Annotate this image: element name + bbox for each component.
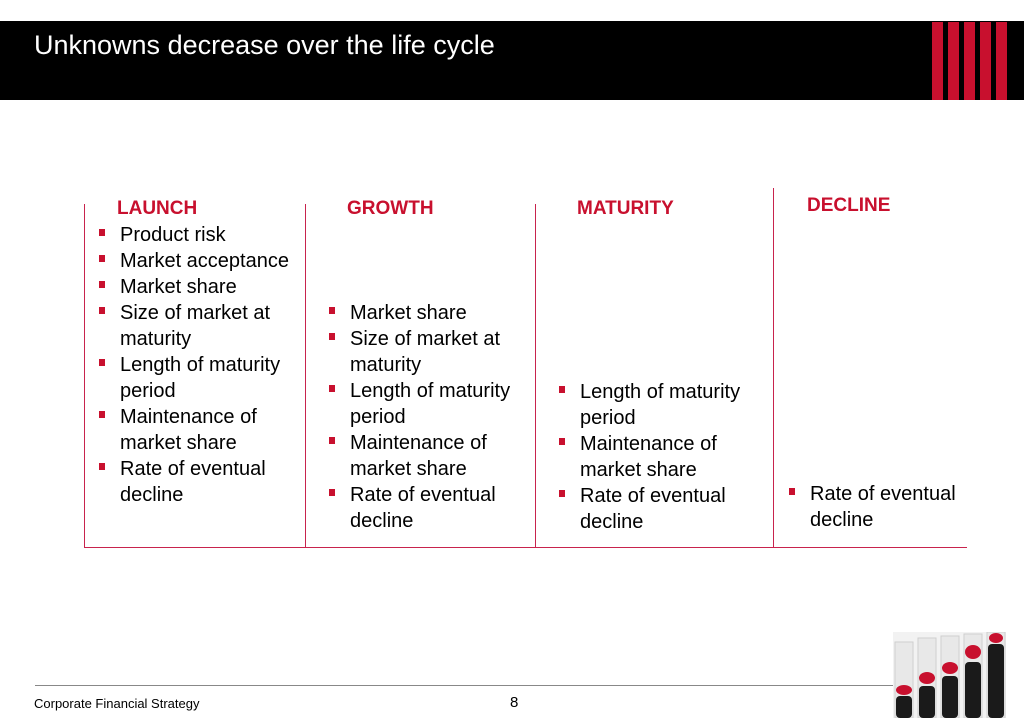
bullet-marker [99,411,105,418]
footer-title: Corporate Financial Strategy [34,696,200,711]
column-divider [84,204,85,548]
bullet-marker [99,281,105,288]
bullet-marker [99,463,105,470]
list-item: Length of maturity period [324,378,524,430]
column-divider [773,188,774,548]
brand-logo-bars [932,22,1012,100]
footer-rule [35,685,893,686]
list-item: Size of market at maturity [94,300,294,352]
list-item: Market acceptance [94,248,294,274]
stage-title-maturity: MATURITY [577,198,674,219]
list-item: Length of maturity period [94,352,294,404]
list-item: Rate of eventual decline [94,456,294,508]
maturity-unknowns-list: Length of maturity period Maintenance of… [554,379,754,535]
stage-title-decline: DECLINE [807,195,891,216]
column-divider [305,204,306,548]
growth-unknowns-list: Market share Size of market at maturity … [324,300,524,534]
bullet-marker [559,490,565,497]
test-tubes-image [893,632,1006,718]
decline-unknowns-list: Rate of eventual decline [784,481,974,533]
bullet-marker [99,307,105,314]
list-item: Market share [94,274,294,300]
bullet-marker [789,488,795,495]
list-item: Maintenance of market share [94,404,294,456]
page-number: 8 [510,694,519,711]
list-item: Size of market at maturity [324,326,524,378]
table-bottom-rule [84,547,967,548]
launch-unknowns-list: Product risk Market acceptance Market sh… [94,222,294,508]
bullet-marker [99,229,105,236]
slide-title: Unknowns decrease over the life cycle [34,30,495,60]
list-item: Market share [324,300,524,326]
bullet-marker [99,359,105,366]
list-item: Rate of eventual decline [784,481,974,533]
bullet-marker [329,385,335,392]
bullet-marker [559,386,565,393]
bullet-marker [329,333,335,340]
stage-title-growth: GROWTH [347,198,434,219]
bullet-marker [329,307,335,314]
bullet-marker [559,438,565,445]
stage-title-launch: LAUNCH [117,198,198,219]
bullet-marker [99,255,105,262]
bullet-marker [329,489,335,496]
list-item: Product risk [94,222,294,248]
list-item: Maintenance of market share [324,430,524,482]
list-item: Rate of eventual decline [554,483,754,535]
header-band [0,21,1024,100]
list-item: Rate of eventual decline [324,482,524,534]
column-divider [535,204,536,548]
list-item: Length of maturity period [554,379,754,431]
bullet-marker [329,437,335,444]
list-item: Maintenance of market share [554,431,754,483]
